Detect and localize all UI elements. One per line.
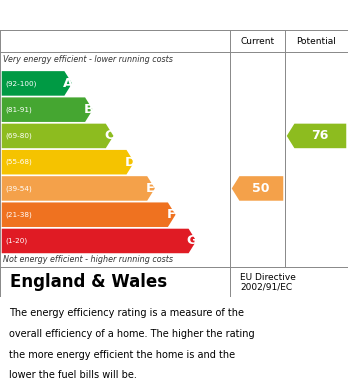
Text: the more energy efficient the home is and the: the more energy efficient the home is an… [9,350,235,360]
Text: EU Directive: EU Directive [240,273,296,282]
Text: C: C [104,129,114,142]
Text: Not energy efficient - higher running costs: Not energy efficient - higher running co… [3,255,174,264]
Text: (81-91): (81-91) [6,106,32,113]
Polygon shape [2,150,134,174]
Text: overall efficiency of a home. The higher the rating: overall efficiency of a home. The higher… [9,329,254,339]
Polygon shape [287,124,346,148]
Text: (69-80): (69-80) [6,133,32,139]
Polygon shape [2,229,196,253]
Text: (92-100): (92-100) [6,80,37,87]
Polygon shape [232,176,283,201]
Text: (1-20): (1-20) [6,238,28,244]
Text: (21-38): (21-38) [6,212,32,218]
Text: E: E [146,182,155,195]
Text: F: F [167,208,176,221]
Text: lower the fuel bills will be.: lower the fuel bills will be. [9,370,136,380]
Text: (39-54): (39-54) [6,185,32,192]
Text: (55-68): (55-68) [6,159,32,165]
Text: A: A [63,77,73,90]
Polygon shape [2,203,175,227]
Text: Current: Current [240,36,275,45]
Text: G: G [187,235,198,248]
Polygon shape [2,97,93,122]
Text: 2002/91/EC: 2002/91/EC [240,283,293,292]
Text: 76: 76 [311,129,329,142]
Text: Potential: Potential [296,36,337,45]
Text: The energy efficiency rating is a measure of the: The energy efficiency rating is a measur… [9,308,244,318]
Text: England & Wales: England & Wales [10,273,168,291]
Polygon shape [2,176,155,201]
Polygon shape [2,124,113,148]
Text: D: D [125,156,135,169]
Text: Energy Efficiency Rating: Energy Efficiency Rating [10,7,213,23]
Polygon shape [2,71,72,96]
Text: 50: 50 [252,182,270,195]
Text: B: B [84,103,94,116]
Text: Very energy efficient - lower running costs: Very energy efficient - lower running co… [3,55,173,64]
